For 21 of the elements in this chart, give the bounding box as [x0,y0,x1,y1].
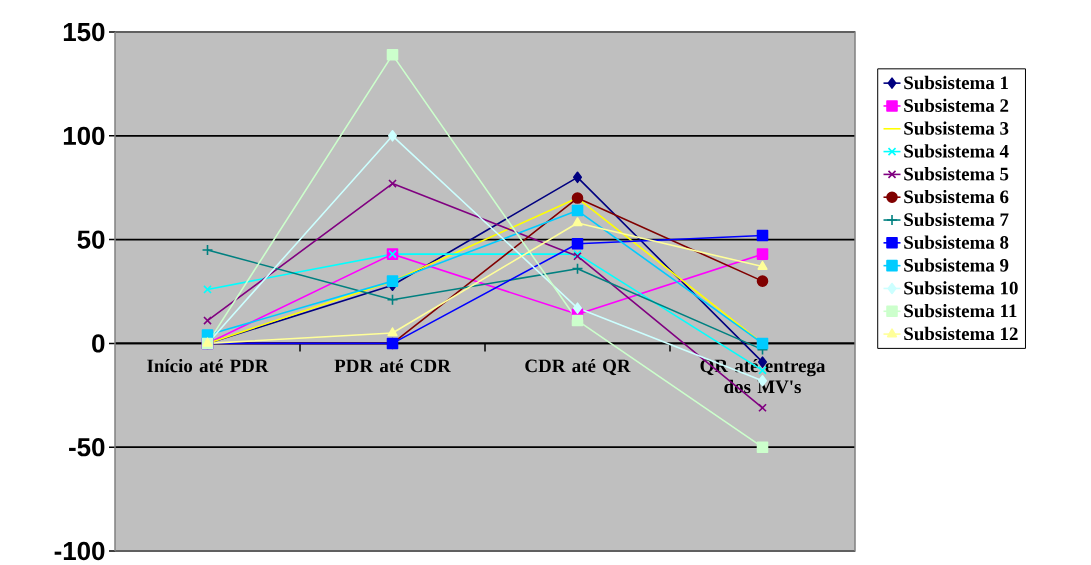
legend-label: Subsistema 5 [904,167,1009,181]
legend-label: Subsistema 1 [904,75,1008,90]
x-tick-label: PDR até CDR [334,358,451,373]
y-tick-label: 0 [92,334,105,353]
y-tick-label: 50 [77,230,105,249]
legend-label: Subsistema 11 [904,303,1017,318]
x-tick-label: Início até PDR [147,358,269,373]
legend-label: Subsistema 10 [904,281,1018,295]
legend-label: Subsistema 2 [904,98,1009,113]
legend-label: Subsistema 9 [904,258,1009,272]
y-tick-label: 100 [63,126,105,145]
y-tick-label: -50 [69,438,105,457]
legend-label: Subsistema 12 [904,326,1018,341]
legend-label: Subsistema 8 [904,235,1009,249]
x-tick-label: CDR até QR [525,358,631,376]
y-tick-label: -100 [54,541,105,561]
legend-label: Subsistema 6 [904,189,1009,204]
legend-label: Subsistema 3 [904,121,1009,135]
legend-label: Subsistema 4 [904,144,1009,158]
legend-label: Subsistema 7 [904,212,1009,227]
y-tick-label: 150 [63,22,105,42]
